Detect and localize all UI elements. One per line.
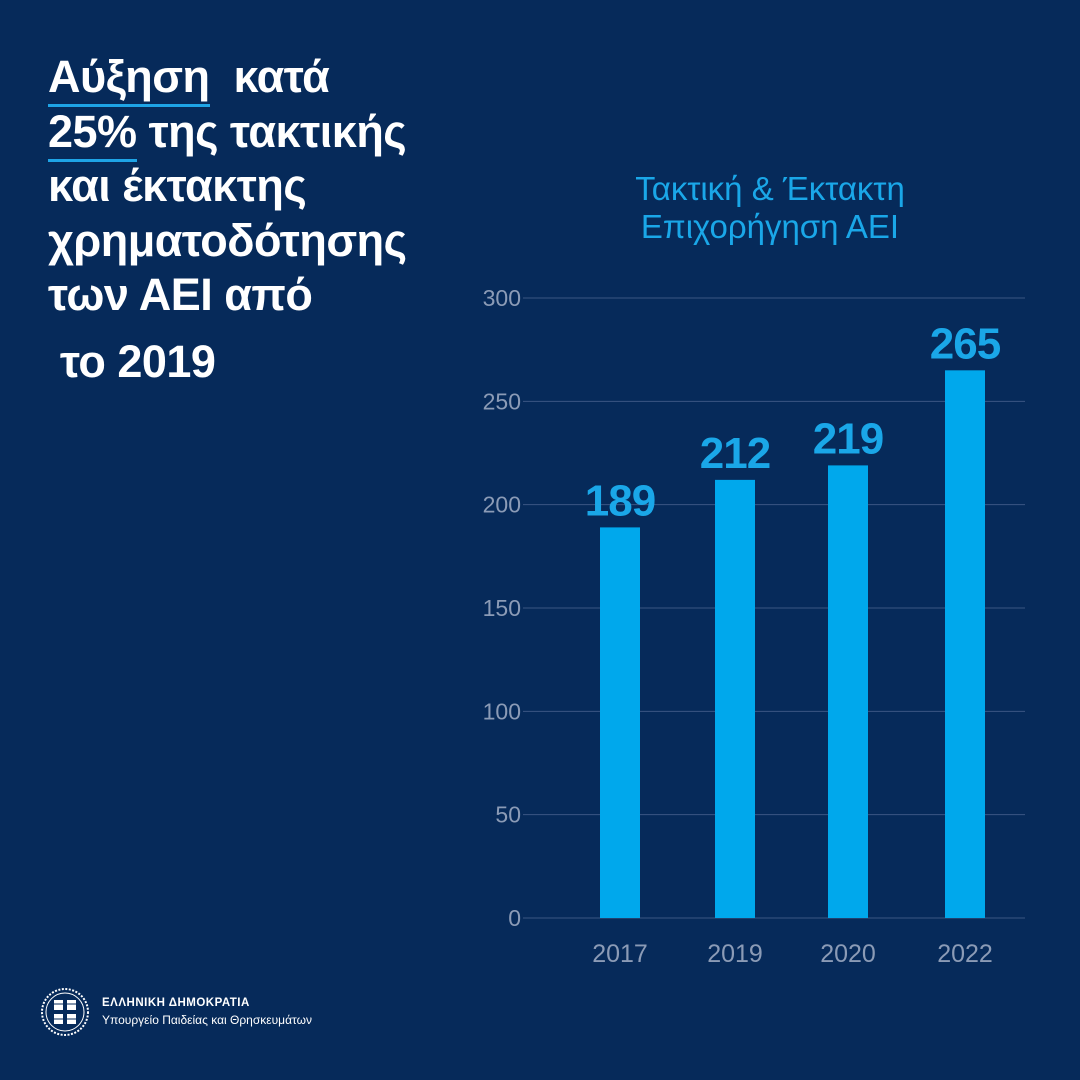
data-label: 219 [813, 414, 883, 463]
headline-line: χρηματοδότησης [48, 214, 407, 266]
y-tick-label: 0 [508, 905, 521, 931]
data-label: 212 [700, 429, 770, 478]
bar-2020 [828, 465, 868, 918]
y-tick-label: 200 [483, 492, 521, 518]
headline-highlight-increase: Αύξηση [48, 51, 210, 107]
y-tick-label: 100 [483, 698, 521, 724]
headline-line: και έκτακτης [48, 160, 307, 211]
y-tick-label: 50 [495, 802, 521, 828]
ministry-name: Υπουργείο Παιδείας και Θρησκευμάτων [102, 1013, 312, 1027]
bar-2019 [715, 479, 755, 918]
greek-emblem-icon [41, 988, 89, 1036]
chart-title-line: Επιχορήγηση ΑΕΙ [640, 208, 900, 245]
data-label: 189 [585, 476, 655, 525]
y-tick-label: 250 [483, 388, 521, 414]
chart-title-line: Τακτική & Έκτακτη [635, 170, 905, 207]
headline-text: της τακτικής [136, 105, 407, 157]
x-tick-label: 2019 [707, 940, 763, 968]
headline-line: των ΑΕΙ από [48, 269, 313, 320]
org-name: ΕΛΛΗΝΙΚΗ ΔΗΜΟΚΡΑΤΙΑ [102, 997, 250, 1009]
x-tick-label: 2020 [820, 940, 876, 968]
x-tick-label: 2017 [592, 940, 648, 968]
x-tick-label: 2022 [937, 940, 993, 968]
headline: Αύξηση κατά 25% της τακτικής και έκτακτη… [48, 50, 407, 389]
data-label: 265 [930, 319, 1001, 368]
bar-2022 [945, 370, 985, 918]
headline-text: κατά [209, 51, 330, 102]
chart-title: Τακτική & Έκτακτη Επιχορήγηση ΑΕΙ [560, 170, 980, 246]
headline-line: το 2019 [48, 335, 216, 387]
headline-highlight-percent: 25% [48, 105, 137, 162]
y-tick-label: 300 [483, 285, 521, 311]
footer: ΕΛΛΗΝΙΚΗ ΔΗΜΟΚΡΑΤΙΑ Υπουργείο Παιδείας κ… [40, 987, 312, 1037]
bar-2017 [600, 527, 640, 918]
y-tick-label: 150 [483, 595, 521, 621]
